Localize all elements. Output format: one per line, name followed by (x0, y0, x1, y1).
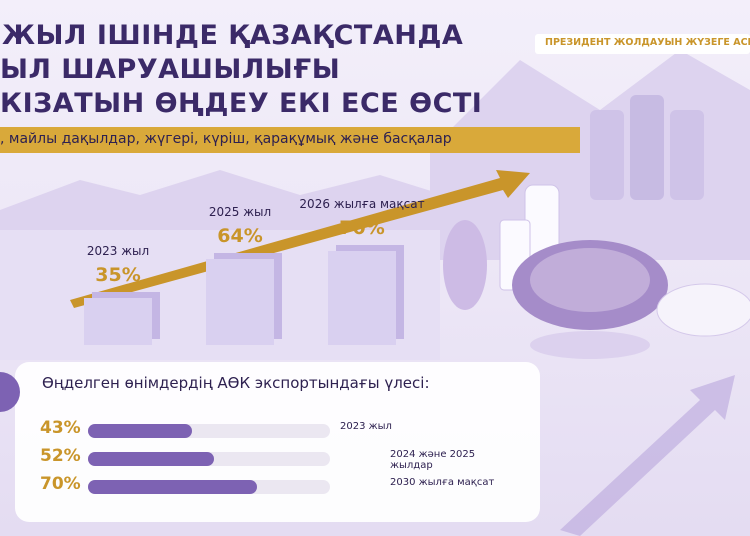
beans (530, 331, 650, 359)
bar (88, 452, 214, 466)
value-label: 64% (217, 224, 263, 247)
growth-arrow (560, 375, 735, 536)
bar (88, 424, 193, 438)
category-label: 2025 жыл (208, 204, 272, 219)
title-line: ЫЛ ШАРУАШЫЛЫҒЫ (0, 54, 341, 85)
trend-arrow (70, 170, 530, 308)
category-label: 2023 жыл (340, 421, 392, 432)
bar (84, 297, 152, 345)
category-label: 2030 жылға мақсат (390, 477, 495, 488)
panel-title: Өңделген өнімдердің АӨК экспортындағы үл… (42, 374, 430, 392)
silo (670, 110, 704, 200)
subtitle: , майлы дақылдар, жүгері, күріш, қарақұм… (0, 131, 452, 147)
category-label: 2026 жылға мақсат (299, 196, 425, 211)
badge-box (535, 34, 750, 54)
value-label: 35% (95, 263, 141, 286)
bar (88, 480, 258, 494)
value-label: 70% (40, 474, 81, 494)
value-label: 52% (40, 446, 81, 466)
title-line: КІЗАТЫН ӨҢДЕУ ЕКІ ЕСЕ ӨСТІ (0, 88, 483, 119)
title-line: ЖЫЛ ІШІНДЕ ҚАЗАҚСТАНДА (2, 20, 464, 51)
silo (590, 110, 624, 200)
value-label: 43% (40, 418, 81, 438)
value-label: 70% (339, 216, 385, 239)
badge: ПРЕЗИДЕНТ ЖОЛДАУЫН ЖҮЗЕГЕ АСЫ (545, 37, 750, 48)
category-label: 2023 жыл (86, 243, 150, 258)
silo (630, 95, 664, 200)
subtitle-box (0, 127, 580, 153)
bar (328, 250, 396, 345)
category-label: 2024 және 2025 жылдар (390, 449, 476, 471)
panel-icon (0, 372, 20, 412)
meat-marbling (530, 248, 650, 312)
corn (443, 220, 487, 310)
bar (206, 258, 274, 345)
rice-bowl (656, 283, 750, 337)
